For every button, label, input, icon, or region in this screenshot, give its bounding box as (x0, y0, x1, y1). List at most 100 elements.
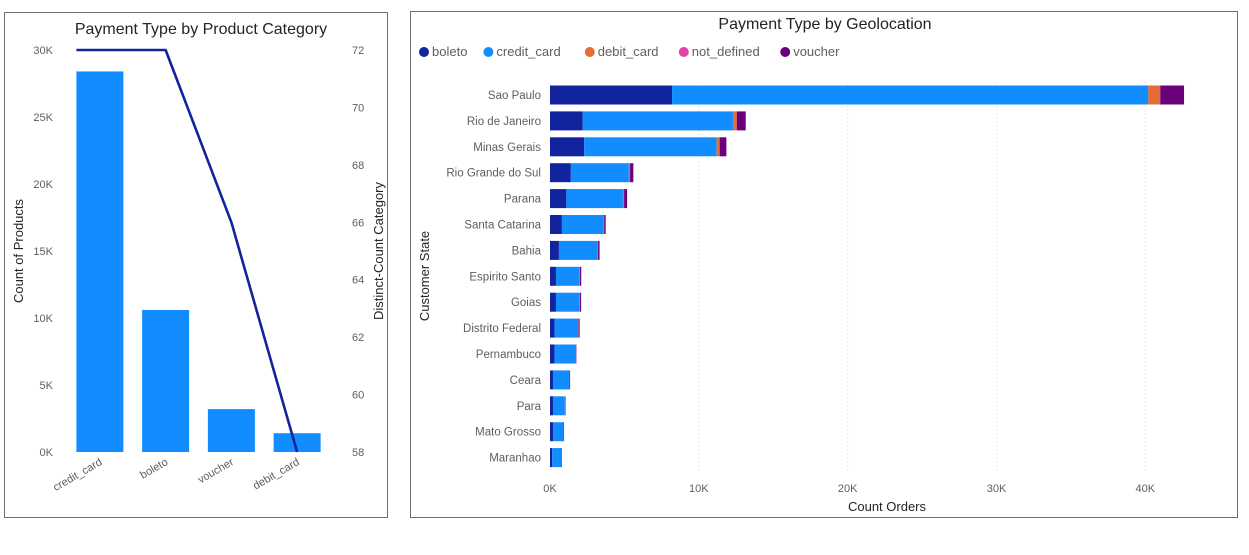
y-tick-label: Rio de Janeiro (467, 116, 541, 128)
x-tick-label: debit_card (251, 456, 301, 492)
y-axis-label: Count of Products (11, 198, 26, 303)
bar-segment-credit-card (582, 111, 734, 131)
y2-tick-label: 70 (352, 102, 364, 114)
bar-debit-card (273, 433, 321, 452)
y-tick-label: 0K (40, 447, 54, 459)
bar-segment-boleto (550, 448, 553, 468)
y-tick-label: Maranhao (489, 453, 541, 465)
bar-segment-debit-card (622, 189, 625, 209)
y-tick-label: Para (517, 401, 542, 413)
bar-segment-debit-card (578, 318, 579, 338)
legend-label-debit-card: debit_card (598, 44, 659, 59)
y-tick-label: Mato Grosso (475, 427, 541, 439)
bar-segment-voucher (624, 189, 628, 209)
chart-title: Payment Type by Product Category (75, 21, 327, 38)
y2-tick-label: 68 (352, 160, 364, 172)
y2-tick-label: 58 (352, 447, 364, 459)
bar-segment-voucher (569, 370, 571, 390)
bar-segment-debit-card (575, 344, 576, 364)
bar-segment-debit-card (603, 215, 605, 234)
bar-segment-voucher (719, 137, 727, 157)
payment-by-category-chart: Payment Type by Product Category 0K 5K 10K 1… (11, 21, 386, 494)
y-tick-label: 25K (33, 112, 53, 124)
legend-marker-voucher (780, 47, 791, 57)
x-axis-label: Count Orders (848, 499, 927, 514)
bar-segment-voucher (580, 266, 582, 286)
y2-tick-label: 60 (352, 390, 364, 402)
bar-segment-debit-card (733, 111, 737, 131)
line-distinct-count-category (76, 48, 299, 453)
bar-boleto (142, 309, 190, 452)
y-tick-label: 10K (33, 313, 53, 325)
bar-segment-debit-card (1148, 85, 1161, 105)
bar-segment-credit-card (552, 370, 570, 390)
y2-tick-label: 64 (352, 275, 364, 287)
y2-tick-label: 66 (352, 217, 364, 229)
bar-segment-credit-card (555, 266, 580, 286)
bar-segment-voucher (736, 111, 746, 131)
legend-label-not-defined: not_defined (692, 44, 760, 59)
x-tick-label: credit_card (51, 456, 104, 494)
bar-segment-credit-card (566, 189, 623, 209)
y-tick-label: Rio Grande do Sul (446, 168, 541, 180)
y-tick-label: Distrito Federal (463, 323, 541, 335)
y2-tick-label: 72 (352, 45, 364, 57)
legend-marker-not-defined (678, 47, 689, 57)
bar-segment-boleto (550, 85, 673, 105)
legend-marker-boleto (419, 47, 429, 57)
bar-segment-credit-card (672, 85, 1149, 105)
bar-segment-credit-card (554, 318, 579, 338)
payment-by-geolocation-chart-panel: Payment Type by Geolocation boleto credit_… (410, 11, 1238, 518)
y-tick-label: 20K (33, 179, 53, 191)
x-tick-label: boleto (138, 456, 170, 481)
y-tick-label: Parana (504, 194, 542, 206)
bar-segment-boleto (550, 189, 567, 209)
bar-segment-boleto (550, 292, 556, 312)
x-tick-label: 20K (838, 483, 858, 495)
bar-segment-boleto (550, 318, 555, 338)
bar-segment-credit-card (555, 292, 580, 312)
y-tick-label: Goias (511, 297, 541, 309)
y2-axis-label: Distinct-Count Category (371, 182, 386, 320)
bar-voucher (207, 409, 255, 452)
y2-tick-label: 62 (352, 332, 364, 344)
bar-segment-voucher (580, 292, 582, 312)
bar-segment-credit-card (554, 344, 576, 364)
bar-segment-voucher (604, 215, 606, 234)
x-tick-label: 40K (1136, 483, 1156, 495)
bar-segment-boleto (550, 422, 553, 442)
bar-credit-card (76, 71, 124, 452)
y-tick-label: 15K (33, 246, 53, 258)
bar-segment-debit-card (579, 266, 581, 286)
bar-segment-credit-card (584, 137, 717, 157)
bar-segment-voucher (563, 422, 565, 442)
bar-segment-voucher (630, 163, 634, 183)
bar-segment-credit-card (552, 448, 562, 468)
legend-marker-credit-card (483, 47, 494, 57)
legend-label-boleto: boleto (432, 44, 467, 59)
bar-segment-credit-card (570, 163, 629, 183)
y-tick-label: Pernambuco (476, 349, 541, 361)
y-tick-label: 30K (33, 45, 53, 57)
x-tick-label: voucher (196, 456, 236, 486)
bar-segment-credit-card (552, 422, 564, 442)
bar-segment-voucher (578, 318, 580, 338)
bar-segment-debit-card (579, 292, 581, 312)
y-tick-label: Bahia (512, 245, 542, 257)
payment-by-category-chart-panel: Payment Type by Product Category 0K 5K 10K 1… (4, 12, 388, 518)
bar-segment-voucher (561, 448, 562, 468)
y-tick-label: 5K (40, 380, 54, 392)
bar-segment-boleto (550, 163, 571, 183)
legend-label-voucher: voucher (793, 44, 840, 59)
y-tick-label: Sao Paulo (488, 90, 541, 102)
bar-segment-credit-card (561, 215, 604, 234)
bar-segment-debit-card (597, 240, 599, 260)
legend-label-credit-card: credit_card (496, 44, 560, 59)
bar-segment-credit-card (552, 396, 565, 416)
bar-segment-voucher (1160, 85, 1185, 105)
bar-segment-credit-card (558, 240, 598, 260)
chart-title: Payment Type by Geolocation (718, 16, 931, 33)
bar-segment-boleto (550, 396, 553, 416)
legend-marker-debit-card (584, 47, 595, 57)
bar-segment-boleto (550, 370, 553, 390)
